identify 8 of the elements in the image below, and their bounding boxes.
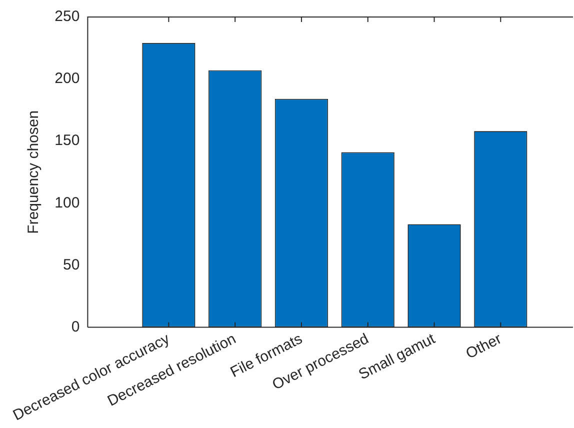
y-tick-label: 50 xyxy=(63,256,80,274)
y-tick-label: 250 xyxy=(54,8,80,26)
x-tick-label: Other xyxy=(463,330,504,363)
y-tick-label: 100 xyxy=(54,194,80,212)
y-tick-label: 0 xyxy=(71,318,80,336)
y-tick-label: 200 xyxy=(54,70,80,88)
y-axis-title: Frequency chosen xyxy=(24,110,42,234)
y-tick-label: 150 xyxy=(54,132,80,150)
